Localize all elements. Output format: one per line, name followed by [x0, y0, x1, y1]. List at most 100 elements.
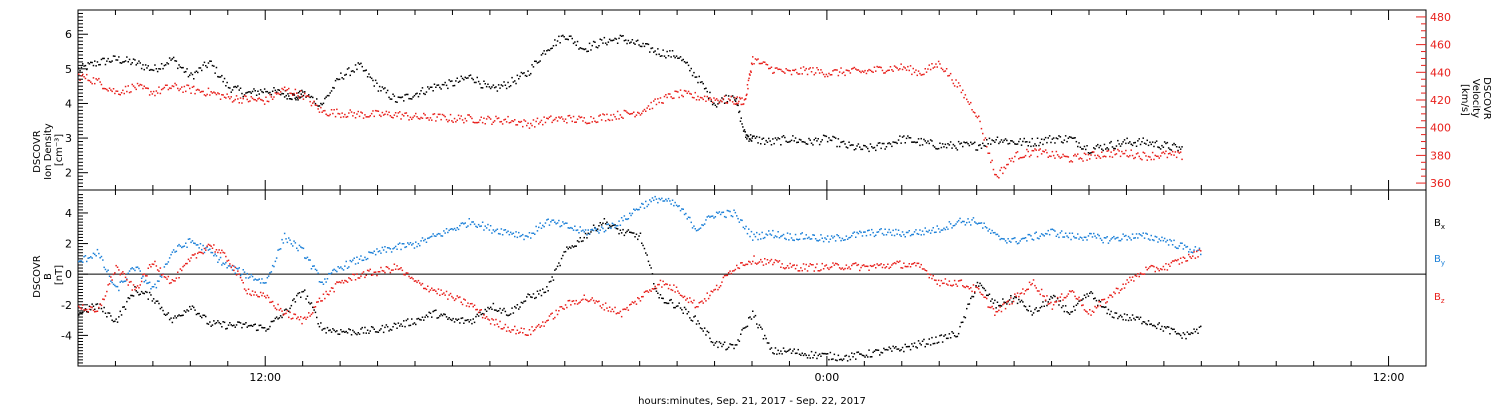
- bz-point: [897, 261, 900, 263]
- bz-point: [1027, 288, 1029, 290]
- bx-point: [986, 294, 988, 296]
- bx-point: [865, 354, 868, 357]
- bx-point: [346, 332, 349, 334]
- bz-point: [1082, 304, 1084, 306]
- by-point: [623, 215, 626, 217]
- by-point: [147, 282, 149, 284]
- velocity-point: [206, 93, 208, 96]
- bz-point: [612, 310, 615, 313]
- density-point: [527, 70, 529, 72]
- by-point: [436, 233, 438, 236]
- density-point: [571, 37, 573, 40]
- by-point: [1118, 239, 1120, 242]
- bz-point: [864, 265, 866, 268]
- by-point: [185, 242, 187, 244]
- bz-point: [667, 287, 670, 290]
- bx-point: [251, 325, 254, 327]
- velocity-point: [435, 120, 437, 122]
- velocity-point: [1147, 155, 1150, 158]
- density-point: [725, 94, 727, 97]
- bx-point: [753, 316, 755, 318]
- by-point: [251, 275, 254, 278]
- velocity-point: [98, 77, 100, 80]
- by-point: [634, 209, 636, 211]
- bz-point: [880, 263, 882, 265]
- by-point: [645, 200, 647, 203]
- bz-point: [768, 262, 770, 264]
- bx-point: [829, 351, 832, 354]
- bx-point: [635, 233, 638, 235]
- by-point: [1192, 251, 1194, 254]
- bz-point: [955, 283, 957, 285]
- bz-point: [916, 262, 918, 265]
- by-point: [435, 235, 437, 237]
- bz-point: [1028, 281, 1031, 284]
- by-point: [326, 278, 329, 280]
- bz-point: [764, 258, 766, 260]
- bz-point: [1002, 303, 1004, 306]
- density-point: [341, 77, 343, 79]
- velocity-point: [106, 88, 108, 91]
- by-point: [1079, 236, 1082, 238]
- bx-point: [79, 311, 81, 314]
- by-point: [543, 225, 545, 228]
- bx-point: [877, 349, 880, 351]
- bz-point: [863, 264, 865, 266]
- bz-point: [943, 282, 945, 284]
- bz-point: [571, 300, 573, 303]
- density-point: [956, 149, 959, 151]
- density-point: [231, 89, 234, 91]
- bx-point: [135, 290, 137, 292]
- bx-point: [939, 334, 941, 337]
- bx-point: [484, 308, 486, 311]
- density-point: [381, 86, 384, 88]
- bz-point: [717, 288, 719, 291]
- density-point: [271, 90, 274, 92]
- bx-point: [769, 348, 771, 350]
- velocity-point: [690, 93, 692, 95]
- bz-point: [94, 311, 96, 313]
- bx-point: [608, 224, 611, 227]
- velocity-point: [828, 72, 830, 75]
- velocity-point: [751, 63, 753, 66]
- by-point: [619, 224, 622, 226]
- bz-point: [512, 329, 515, 331]
- by-point: [968, 221, 971, 223]
- by-point: [249, 276, 251, 278]
- velocity-point: [663, 95, 666, 98]
- bz-point: [825, 264, 828, 266]
- by-point: [412, 242, 414, 245]
- velocity-point: [397, 112, 400, 114]
- bx-point: [300, 296, 302, 298]
- bz-point: [948, 280, 951, 282]
- bz-point: [928, 276, 930, 279]
- by-point: [818, 239, 821, 241]
- by-point: [717, 212, 719, 214]
- bx-point: [940, 334, 943, 336]
- time-tick-label: 12:00: [1373, 371, 1405, 384]
- bz-point: [1141, 273, 1143, 275]
- density-point: [384, 87, 386, 89]
- bx-point: [1147, 320, 1150, 322]
- by-point: [237, 268, 239, 270]
- velocity-point: [515, 124, 517, 126]
- by-point: [868, 229, 870, 231]
- bz-point: [381, 269, 384, 272]
- bz-point: [118, 269, 120, 271]
- density-point: [1094, 148, 1096, 150]
- velocity-point: [615, 118, 618, 120]
- velocity-point: [259, 98, 262, 101]
- bx-point: [1004, 301, 1007, 304]
- bx-point: [350, 334, 353, 336]
- velocity-point: [267, 100, 270, 103]
- velocity-point: [1113, 149, 1115, 152]
- bz-point: [596, 301, 599, 303]
- bx-point: [1142, 321, 1144, 323]
- density-point: [869, 143, 872, 145]
- density-point: [713, 102, 715, 105]
- time-axis-label: hours:minutes, Sep. 21, 2017 - Sep. 22, …: [638, 396, 866, 407]
- velocity-point: [135, 88, 137, 91]
- by-point: [170, 253, 172, 256]
- bz-point: [177, 271, 179, 273]
- by-point: [437, 232, 440, 235]
